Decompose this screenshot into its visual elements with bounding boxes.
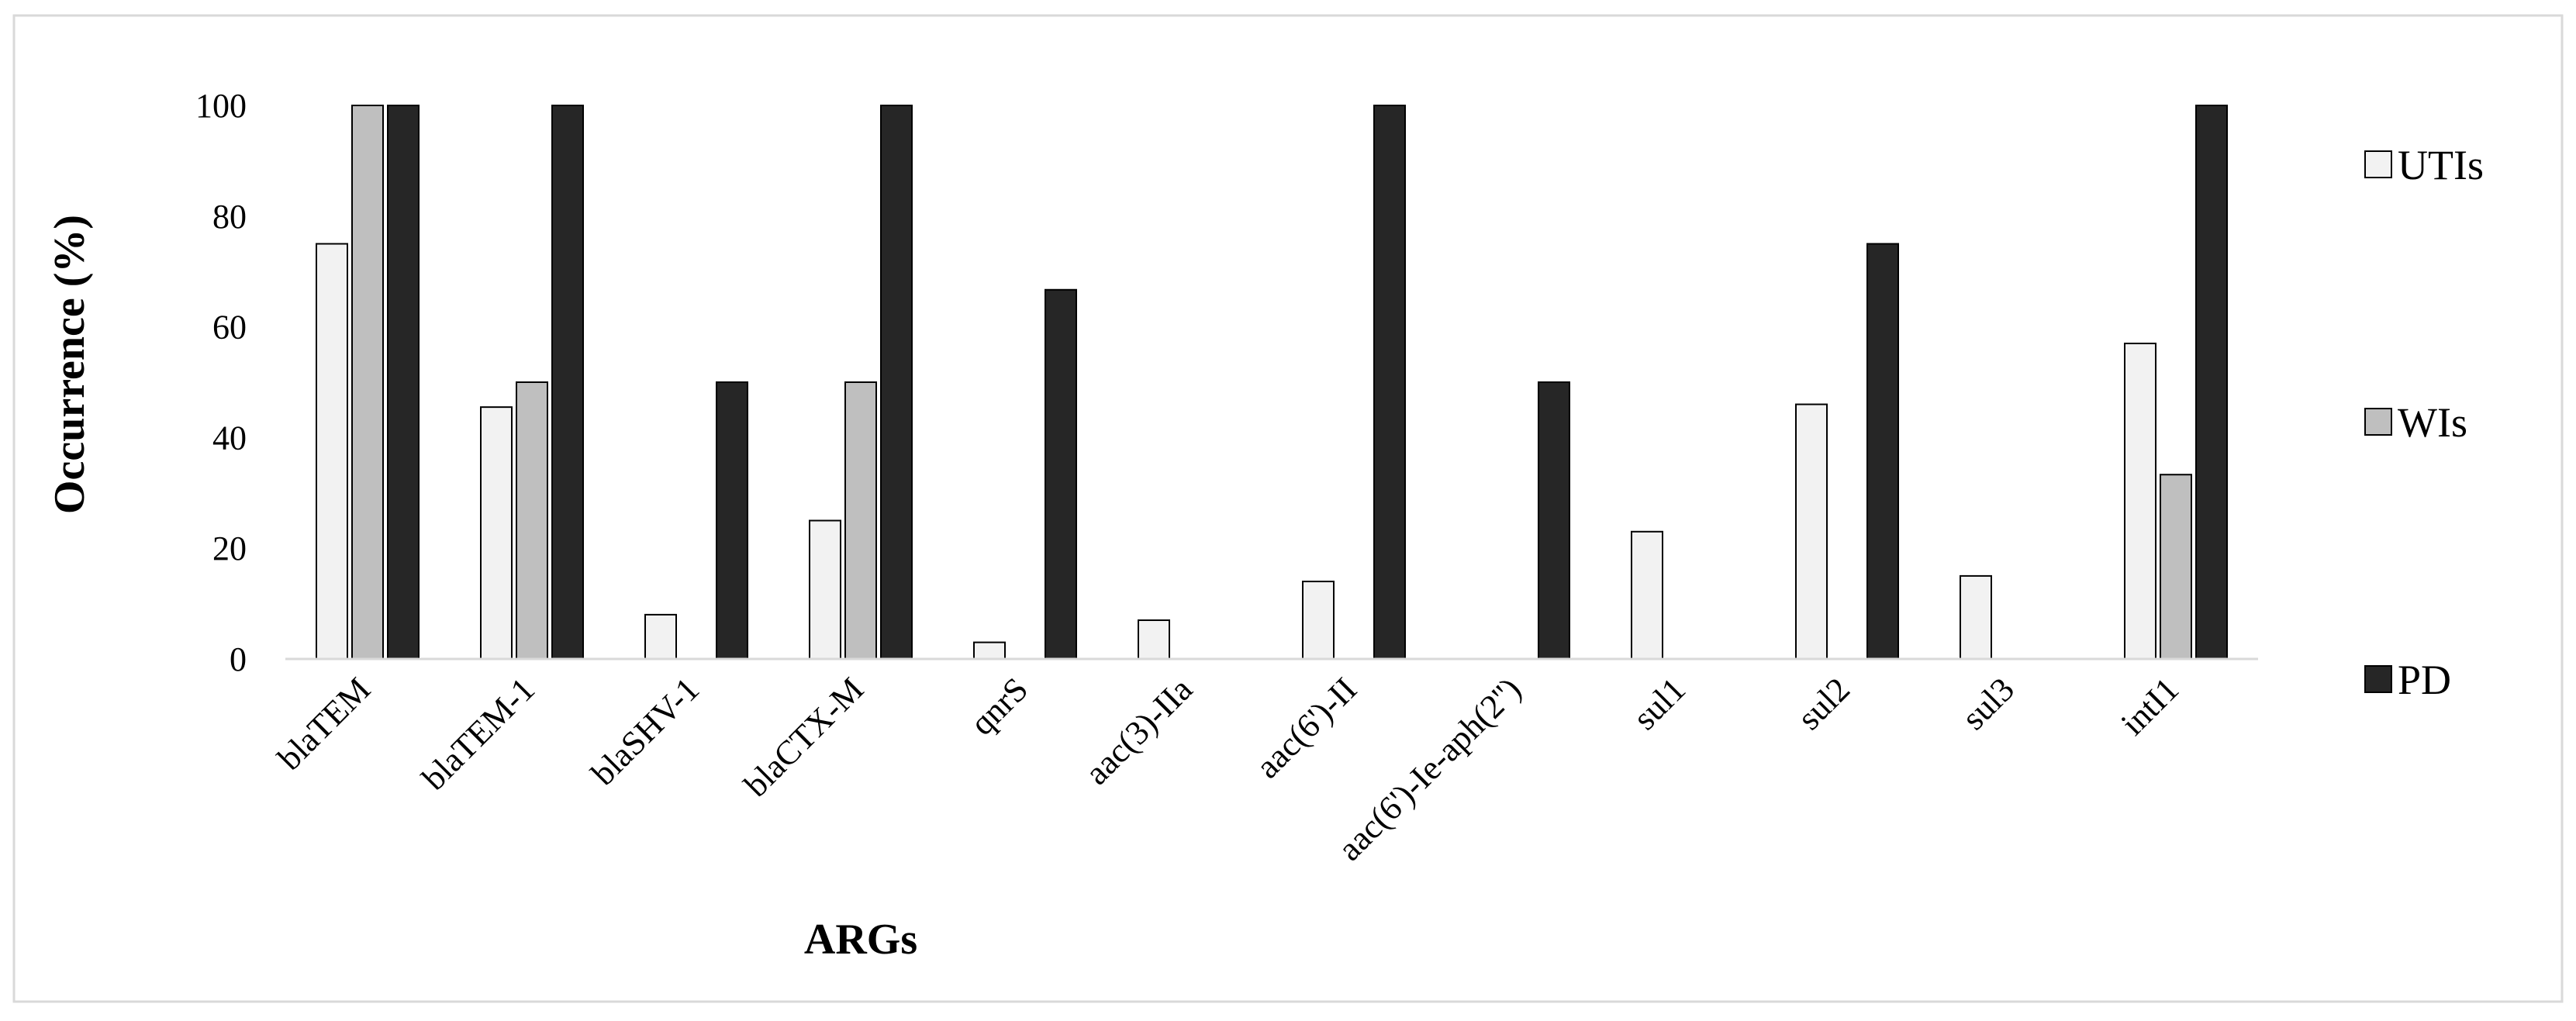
bar-utis-2 <box>644 613 677 661</box>
legend-label-wis: WIs <box>2398 399 2467 446</box>
y-axis-ticks: 0 20 40 60 80 100 <box>195 87 247 678</box>
y-tick-label: 80 <box>212 198 247 236</box>
bar-pd-7 <box>1538 381 1570 660</box>
bar-pd-2 <box>716 381 748 660</box>
bar-pd-0 <box>387 105 420 660</box>
bar-pd-9 <box>1866 243 1899 660</box>
bar-utis-8 <box>1631 530 1663 661</box>
y-tick-label: 20 <box>212 529 247 567</box>
y-tick-label: 0 <box>230 640 247 678</box>
bar-utis-6 <box>1302 581 1335 660</box>
bar-wis-11 <box>2160 474 2192 660</box>
bar-pd-4 <box>1045 288 1077 660</box>
y-tick-label: 40 <box>212 419 247 457</box>
x-axis-title: ARGs <box>804 916 917 964</box>
bar-pd-1 <box>551 105 584 660</box>
y-axis-title: Occurrence (%) <box>46 215 94 514</box>
legend-swatch-pd <box>2364 665 2392 693</box>
bar-utis-4 <box>973 641 1006 661</box>
bar-utis-9 <box>1795 403 1828 660</box>
bar-pd-11 <box>2195 105 2228 660</box>
bar-wis-3 <box>844 381 877 660</box>
bar-utis-1 <box>480 406 513 660</box>
legend-label-utis: UTIs <box>2398 142 2484 188</box>
bar-pd-6 <box>1373 105 1406 660</box>
bar-utis-3 <box>809 519 841 660</box>
y-tick-label: 100 <box>195 87 247 125</box>
plot-area <box>316 105 2228 661</box>
y-tick-label: 60 <box>212 309 247 347</box>
legend: UTIs WIs PD <box>2364 142 2484 703</box>
legend-swatch-utis <box>2364 150 2392 178</box>
legend-swatch-wis <box>2364 408 2392 436</box>
bar-wis-1 <box>516 381 548 660</box>
bar-wis-0 <box>351 105 384 660</box>
legend-label-pd: PD <box>2398 657 2451 703</box>
bar-utis-0 <box>316 243 348 660</box>
bar-utis-10 <box>1960 574 1992 661</box>
bar-utis-11 <box>2124 343 2156 660</box>
bar-pd-3 <box>880 105 913 660</box>
bar-utis-5 <box>1138 619 1170 661</box>
